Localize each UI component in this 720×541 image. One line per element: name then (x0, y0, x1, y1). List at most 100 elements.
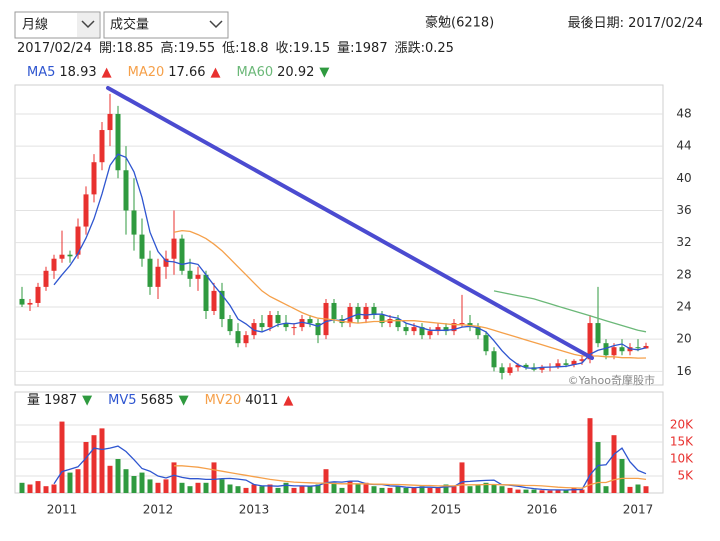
y-tick-label: 48 (676, 106, 691, 120)
candle-body (459, 323, 465, 325)
candle-body (403, 327, 409, 332)
legend-name: MA20 (128, 65, 165, 80)
y-tick-label: 5K (677, 468, 694, 482)
volume-bar (531, 489, 537, 493)
candle-body (483, 335, 489, 352)
info-value: 18.85 (116, 41, 153, 56)
info-value: 18.8 (240, 41, 269, 56)
volume-bar (243, 487, 249, 493)
volume-bar (515, 489, 521, 493)
volume-bar (123, 469, 129, 493)
indicator-select[interactable] (103, 11, 229, 39)
volume-bar (595, 441, 601, 493)
candle-body (123, 170, 129, 211)
volume-bar (331, 482, 337, 493)
legend-name: MA60 (236, 65, 273, 80)
volume-bar (555, 489, 561, 493)
volume-bar (35, 481, 41, 493)
volume-bar (107, 465, 113, 493)
candle-body (139, 234, 145, 259)
y-tick-label: 24 (676, 299, 691, 313)
x-tick-label: 2011 (47, 503, 78, 517)
candle-body (131, 210, 137, 235)
last-date-value: 2017/02/24 (628, 16, 703, 31)
volume-bar (451, 486, 457, 493)
volume-bar (59, 421, 65, 493)
volume-bar (163, 479, 169, 493)
y-tick-label: 32 (676, 235, 691, 249)
y-tick-label: 44 (676, 139, 691, 153)
volume-bar (339, 487, 345, 493)
candle-body (587, 323, 593, 360)
candle-body (203, 274, 209, 312)
candle-body (307, 319, 313, 324)
legend-name: 量 (27, 393, 40, 408)
x-tick-label: 2014 (335, 503, 366, 517)
volume-bar (355, 484, 361, 493)
candle-body (259, 323, 265, 328)
legend-value: 17.66 (168, 65, 205, 80)
volume-bar (507, 487, 513, 493)
candle-body (267, 315, 273, 328)
candle-body (283, 323, 289, 328)
volume-bar (203, 482, 209, 493)
y-tick-label: 20K (670, 417, 694, 431)
volume-bar (571, 487, 577, 493)
volume-bar (75, 469, 81, 493)
legend-value: 4011 (245, 393, 278, 408)
volume-bar (283, 482, 289, 493)
volume-bar (259, 486, 265, 493)
legend-trend: ▼ (319, 65, 329, 80)
candle-body (515, 364, 521, 368)
candle-body (635, 347, 641, 349)
volume-bar (411, 487, 417, 493)
candle-body (523, 364, 529, 368)
volume-bar (27, 484, 33, 493)
candle-body (107, 113, 113, 131)
volume-bar (467, 486, 473, 493)
volume-bar (299, 486, 305, 493)
candle-body (443, 327, 449, 332)
volume-bar (363, 482, 369, 493)
chevron (81, 20, 95, 29)
volume-bar (19, 482, 25, 493)
ohlc-info: 2017/02/24 開:18.85 高:19.55 低:18.8 收:19.15 量:1… (17, 40, 454, 56)
chevron (209, 20, 223, 29)
x-tick-label: 2017 (623, 503, 654, 517)
legend-trend: ▼ (179, 393, 189, 408)
volume-bar (171, 462, 177, 493)
volume-bar (91, 435, 97, 493)
y-tick-label: 28 (676, 267, 691, 281)
candle-body (539, 367, 545, 370)
period-select-button[interactable] (77, 13, 99, 37)
candle-body (155, 266, 161, 287)
volume-bar (379, 487, 385, 493)
candle-body (51, 258, 57, 271)
volume-bar (491, 484, 497, 493)
candle-body (275, 315, 281, 324)
y-tick-label: 40 (676, 171, 691, 185)
x-tick-label: 2015 (431, 503, 462, 517)
volume-bar (603, 486, 609, 493)
volume-bar (619, 458, 625, 493)
volume-bar (475, 484, 481, 493)
candle-body (243, 335, 249, 344)
volume-bar (139, 472, 145, 493)
volume-bar (83, 441, 89, 493)
volume-bar (419, 486, 425, 493)
candle-body (35, 286, 41, 303)
period-select-label: 月線 (22, 17, 48, 33)
y-tick-label: 16 (676, 364, 691, 378)
volume-bar (251, 484, 257, 493)
legend-trend: ▲ (283, 393, 293, 408)
candle-body (611, 347, 617, 356)
info-value: 19.55 (178, 41, 215, 56)
y-tick-label: 36 (676, 203, 691, 217)
volume-bar (43, 486, 49, 493)
price-legend: MA5 18.93 ▲ MA20 17.66 ▲ MA60 20.92 ▼ (27, 65, 329, 80)
legend-trend: ▼ (82, 393, 92, 408)
info-date: 2017/02/24 (17, 41, 92, 56)
volume-bar (579, 489, 585, 493)
volume-bar (611, 435, 617, 493)
legend-value: 18.93 (59, 65, 96, 80)
